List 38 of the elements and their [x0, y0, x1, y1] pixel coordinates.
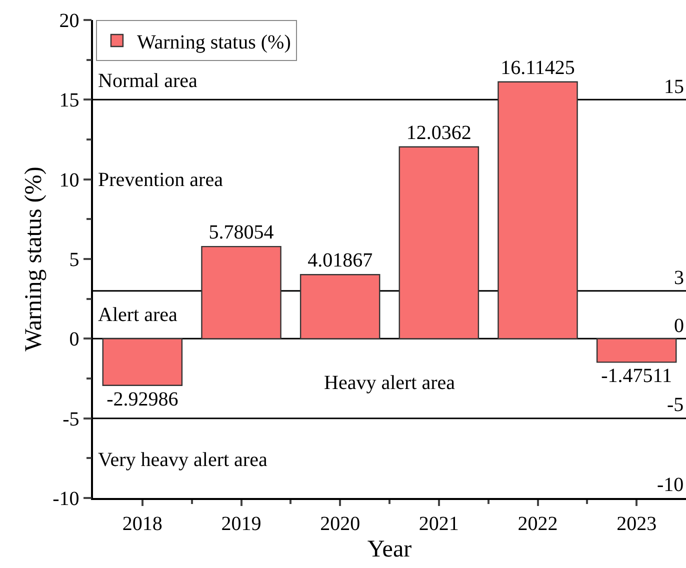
ref-line-label: 3 [674, 267, 684, 289]
data-label: 12.0362 [406, 122, 472, 144]
y-tick-label: -5 [62, 408, 80, 430]
bar [102, 338, 183, 386]
data-label: 16.11425 [500, 56, 575, 79]
x-tick-label: 2022 [518, 512, 558, 535]
y-axis-title: Warning status (%) [21, 166, 48, 352]
annotation: Alert area [98, 304, 178, 326]
annotation: Very heavy alert area [98, 449, 268, 471]
x-tick-label: 2019 [221, 512, 262, 535]
bar [498, 81, 578, 340]
legend-label: Warning status (%) [136, 31, 291, 54]
data-label: -2.92986 [106, 388, 178, 410]
data-label: 4.01867 [308, 250, 373, 272]
data-label: 5.78054 [208, 222, 274, 244]
y-tick-label: 20 [59, 10, 80, 32]
y-tick-label: 10 [59, 169, 80, 192]
x-tick-label: 2023 [616, 512, 657, 535]
ref-line-label: 15 [664, 76, 684, 98]
y-tick-label: -10 [52, 488, 80, 510]
ref-line-label: 0 [674, 315, 684, 337]
bar [596, 338, 677, 363]
x-tick-label: 2018 [122, 512, 162, 535]
bar [300, 274, 380, 340]
annotation: -10 [657, 474, 684, 496]
y-tick-label: 15 [59, 90, 80, 112]
y-tick-label: 5 [69, 249, 80, 271]
annotation: Prevention area [98, 169, 224, 191]
ref-line-label: -5 [667, 394, 684, 416]
annotation: Normal area [98, 70, 198, 92]
bar [398, 146, 480, 340]
x-axis-title: Year [367, 536, 412, 563]
annotation: Heavy alert area [324, 372, 456, 394]
data-label: -1.47511 [601, 365, 672, 388]
bar [201, 246, 282, 340]
y-tick-label: 0 [69, 328, 80, 351]
x-tick-label: 2021 [418, 512, 459, 535]
x-tick-label: 2020 [320, 512, 360, 535]
